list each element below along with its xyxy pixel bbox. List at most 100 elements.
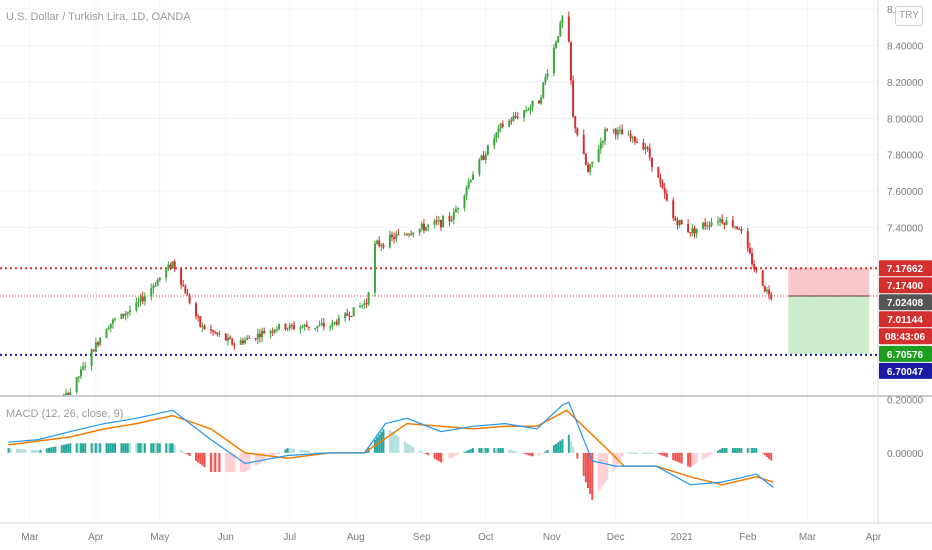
macd-histogram-bar bbox=[209, 452, 212, 472]
macd-histogram-bar bbox=[418, 450, 421, 453]
macd-histogram-bar bbox=[286, 448, 289, 453]
macd-histogram-bar bbox=[305, 450, 308, 453]
macd-histogram-bar bbox=[612, 452, 615, 472]
candle-body bbox=[452, 212, 455, 220]
candle-body bbox=[723, 223, 726, 225]
candle-body bbox=[716, 221, 719, 223]
candle-body bbox=[403, 234, 406, 236]
x-tick-label: Sep bbox=[413, 532, 431, 543]
macd-histogram-bar bbox=[646, 452, 649, 454]
candle-body bbox=[738, 228, 741, 230]
x-tick-label: Dec bbox=[607, 532, 625, 543]
macd-histogram-bar bbox=[403, 441, 406, 453]
macd-histogram-bar bbox=[457, 452, 460, 455]
macd-histogram-bar bbox=[120, 443, 123, 453]
macd-histogram-bar bbox=[482, 448, 485, 453]
macd-histogram-bar bbox=[463, 451, 466, 453]
macd-histogram-bar bbox=[16, 448, 19, 453]
candle-body bbox=[363, 303, 366, 306]
macd-histogram-bar bbox=[92, 443, 95, 453]
candle-body bbox=[746, 231, 749, 248]
macd-histogram-bar bbox=[152, 443, 155, 453]
candle-body bbox=[209, 329, 212, 331]
candle-body bbox=[305, 324, 308, 327]
macd-histogram-bar bbox=[633, 452, 636, 454]
macd-histogram-bar bbox=[661, 452, 664, 456]
macd-histogram-bar bbox=[180, 449, 183, 453]
macd-histogram-bar bbox=[629, 452, 632, 454]
macd-histogram-bar bbox=[397, 436, 400, 453]
macd-histogram-bar bbox=[288, 448, 291, 453]
macd-histogram-bar bbox=[114, 443, 117, 453]
currency-badge[interactable]: TRY bbox=[895, 6, 923, 26]
candle-body bbox=[405, 234, 408, 236]
x-tick-label: Oct bbox=[478, 532, 494, 543]
macd-histogram-bar bbox=[24, 449, 27, 453]
macd-histogram-bar bbox=[154, 443, 157, 453]
macd-histogram-bar bbox=[244, 452, 246, 472]
candle-body bbox=[584, 154, 587, 165]
macd-histogram-bar bbox=[689, 452, 692, 468]
macd-histogram-bar bbox=[631, 452, 634, 454]
candle-body bbox=[597, 148, 600, 162]
macd-histogram-bar bbox=[158, 443, 161, 453]
candle-body bbox=[427, 224, 430, 227]
candle-body bbox=[480, 155, 483, 160]
candle-body bbox=[678, 220, 681, 226]
macd-histogram-bar bbox=[303, 449, 306, 453]
candle-body bbox=[450, 219, 453, 222]
macd-histogram-bar bbox=[84, 443, 87, 453]
macd-histogram-bar bbox=[648, 452, 651, 454]
macd-histogram-bar bbox=[273, 452, 276, 456]
macd-histogram-bar bbox=[480, 448, 483, 453]
macd-histogram-bar bbox=[452, 452, 455, 457]
candle-body bbox=[606, 129, 609, 131]
candle-body bbox=[408, 234, 411, 236]
position-tool[interactable] bbox=[788, 268, 870, 354]
candle-body bbox=[156, 279, 159, 286]
candle-body bbox=[512, 116, 515, 121]
candle-body bbox=[158, 277, 161, 280]
x-tick-label: May bbox=[150, 532, 169, 543]
macd-histogram-bar bbox=[139, 443, 142, 453]
macd-histogram-bar bbox=[527, 452, 530, 456]
candle-body bbox=[180, 268, 183, 285]
candlestick-series bbox=[62, 11, 773, 396]
horizontal-levels[interactable] bbox=[0, 267, 878, 356]
candle-body bbox=[599, 142, 602, 149]
candle-body bbox=[82, 366, 85, 370]
macd-histogram-bar bbox=[182, 451, 185, 453]
macd-histogram-bar bbox=[275, 452, 278, 455]
macd-histogram-bar bbox=[425, 452, 428, 455]
candle-body bbox=[695, 228, 698, 234]
macd-histogram-bar bbox=[618, 452, 621, 461]
candle-body bbox=[412, 232, 415, 235]
candle-body bbox=[124, 313, 127, 316]
candle-body bbox=[612, 129, 615, 131]
macd-histogram-bar bbox=[37, 450, 40, 453]
macd-histogram-bar bbox=[508, 449, 511, 453]
candle-body bbox=[269, 331, 272, 334]
candle-body bbox=[391, 234, 393, 238]
candle-body bbox=[708, 225, 711, 227]
macd-histogram-bar bbox=[542, 452, 545, 454]
macd-histogram-bar bbox=[188, 452, 191, 457]
candle-body bbox=[587, 164, 589, 172]
macd-histogram-bar bbox=[141, 443, 144, 453]
macd-histogram-bar bbox=[621, 452, 624, 457]
macd-histogram-bar bbox=[584, 452, 587, 483]
candle-body bbox=[109, 323, 112, 328]
candle-body bbox=[271, 331, 274, 333]
candle-body bbox=[359, 305, 362, 308]
y-tick-label: 7.80000 bbox=[887, 151, 924, 162]
candle-body bbox=[420, 223, 423, 229]
macd-histogram-bar bbox=[702, 452, 705, 460]
candle-body bbox=[273, 329, 276, 333]
macd-histogram-bar bbox=[258, 452, 261, 464]
macd-histogram-bar bbox=[695, 452, 698, 464]
macd-histogram-bar bbox=[642, 452, 645, 454]
macd-histogram-bar bbox=[231, 452, 234, 472]
